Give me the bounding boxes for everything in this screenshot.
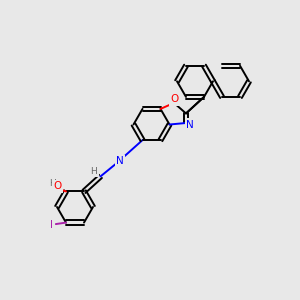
Text: O: O: [54, 181, 62, 191]
Text: O: O: [170, 94, 179, 104]
Text: N: N: [186, 119, 194, 130]
Text: I: I: [50, 220, 53, 230]
Text: N: N: [116, 156, 124, 167]
Text: H: H: [91, 167, 97, 176]
Text: H: H: [49, 179, 56, 188]
